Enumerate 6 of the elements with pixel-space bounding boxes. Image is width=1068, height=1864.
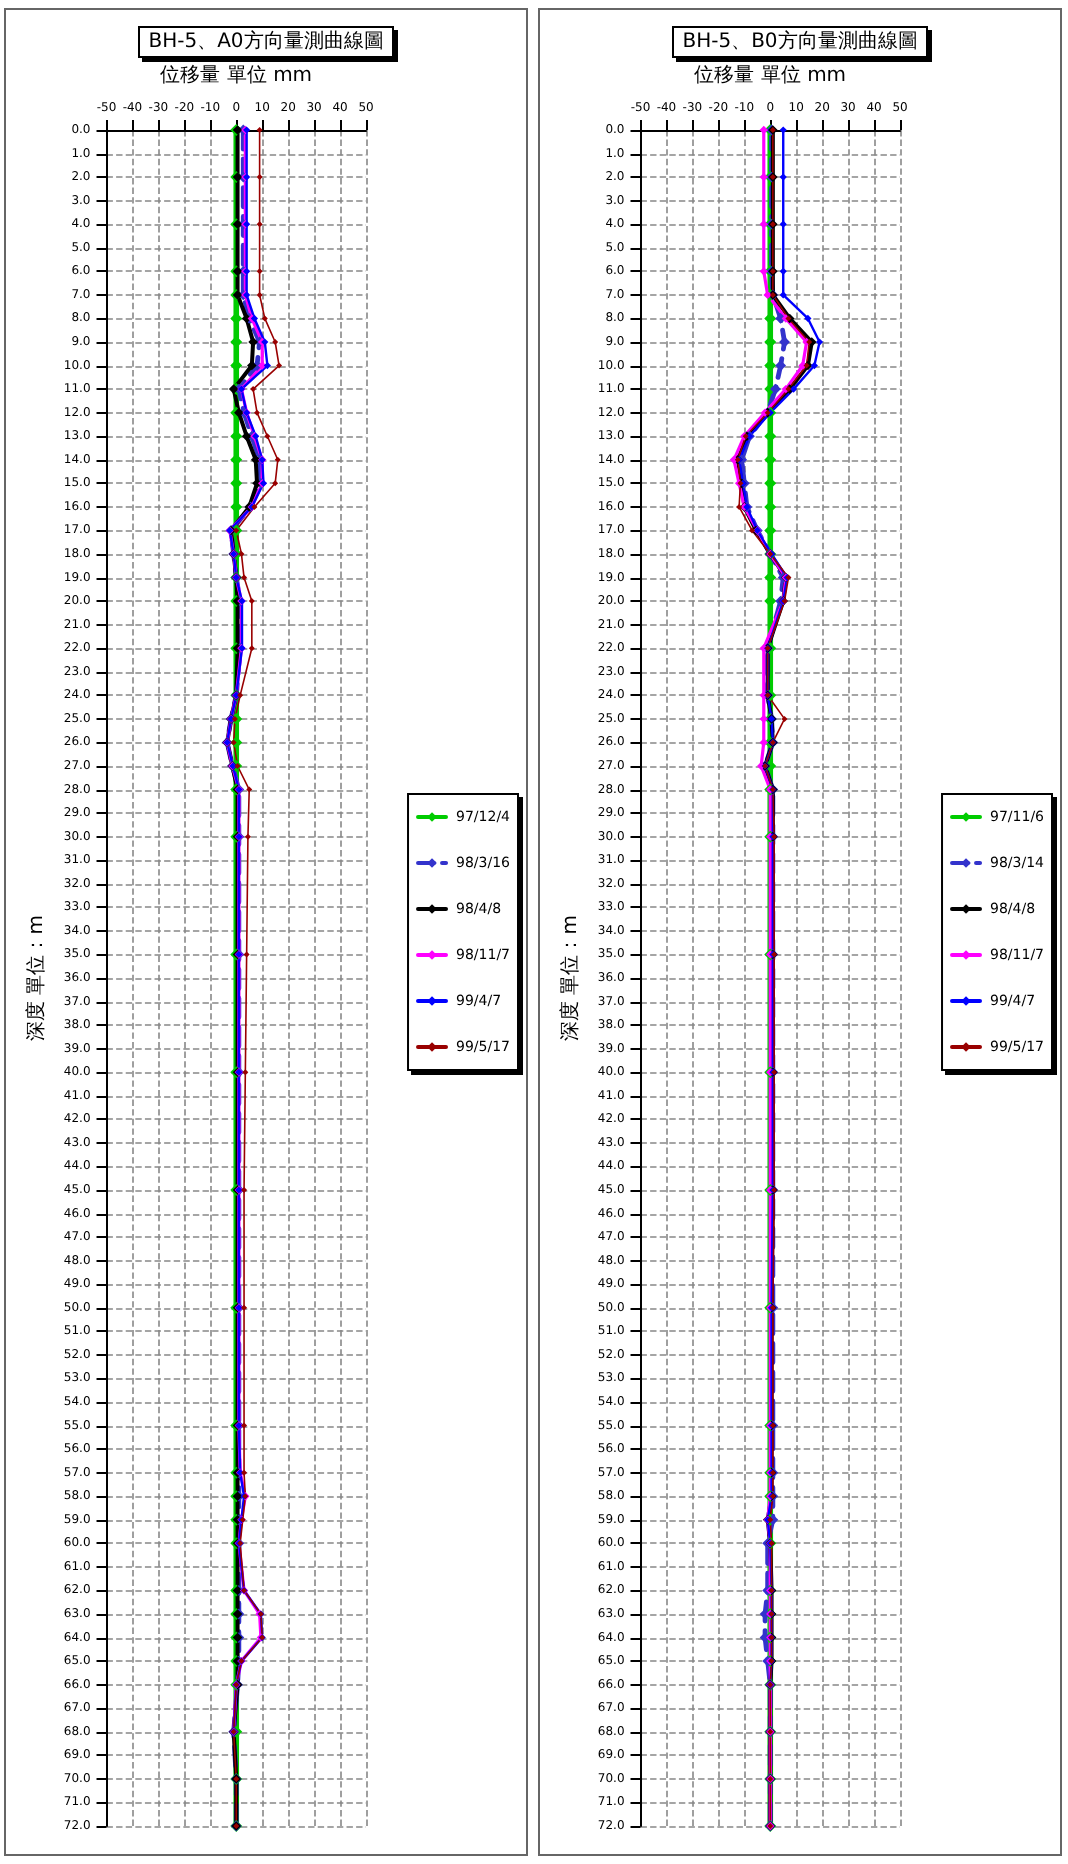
y-axis-title: 深度 單位：m: [557, 915, 582, 1041]
x-axis-title: 位移量 單位 mm: [160, 63, 313, 87]
chart-title: BH-5、A0方向量測曲線圖: [148, 29, 384, 53]
x-axis-title: 位移量 單位 mm: [694, 63, 847, 87]
y-axis-title: 深度 單位：m: [23, 915, 48, 1041]
chart-title: BH-5、B0方向量測曲線圖: [682, 29, 918, 53]
